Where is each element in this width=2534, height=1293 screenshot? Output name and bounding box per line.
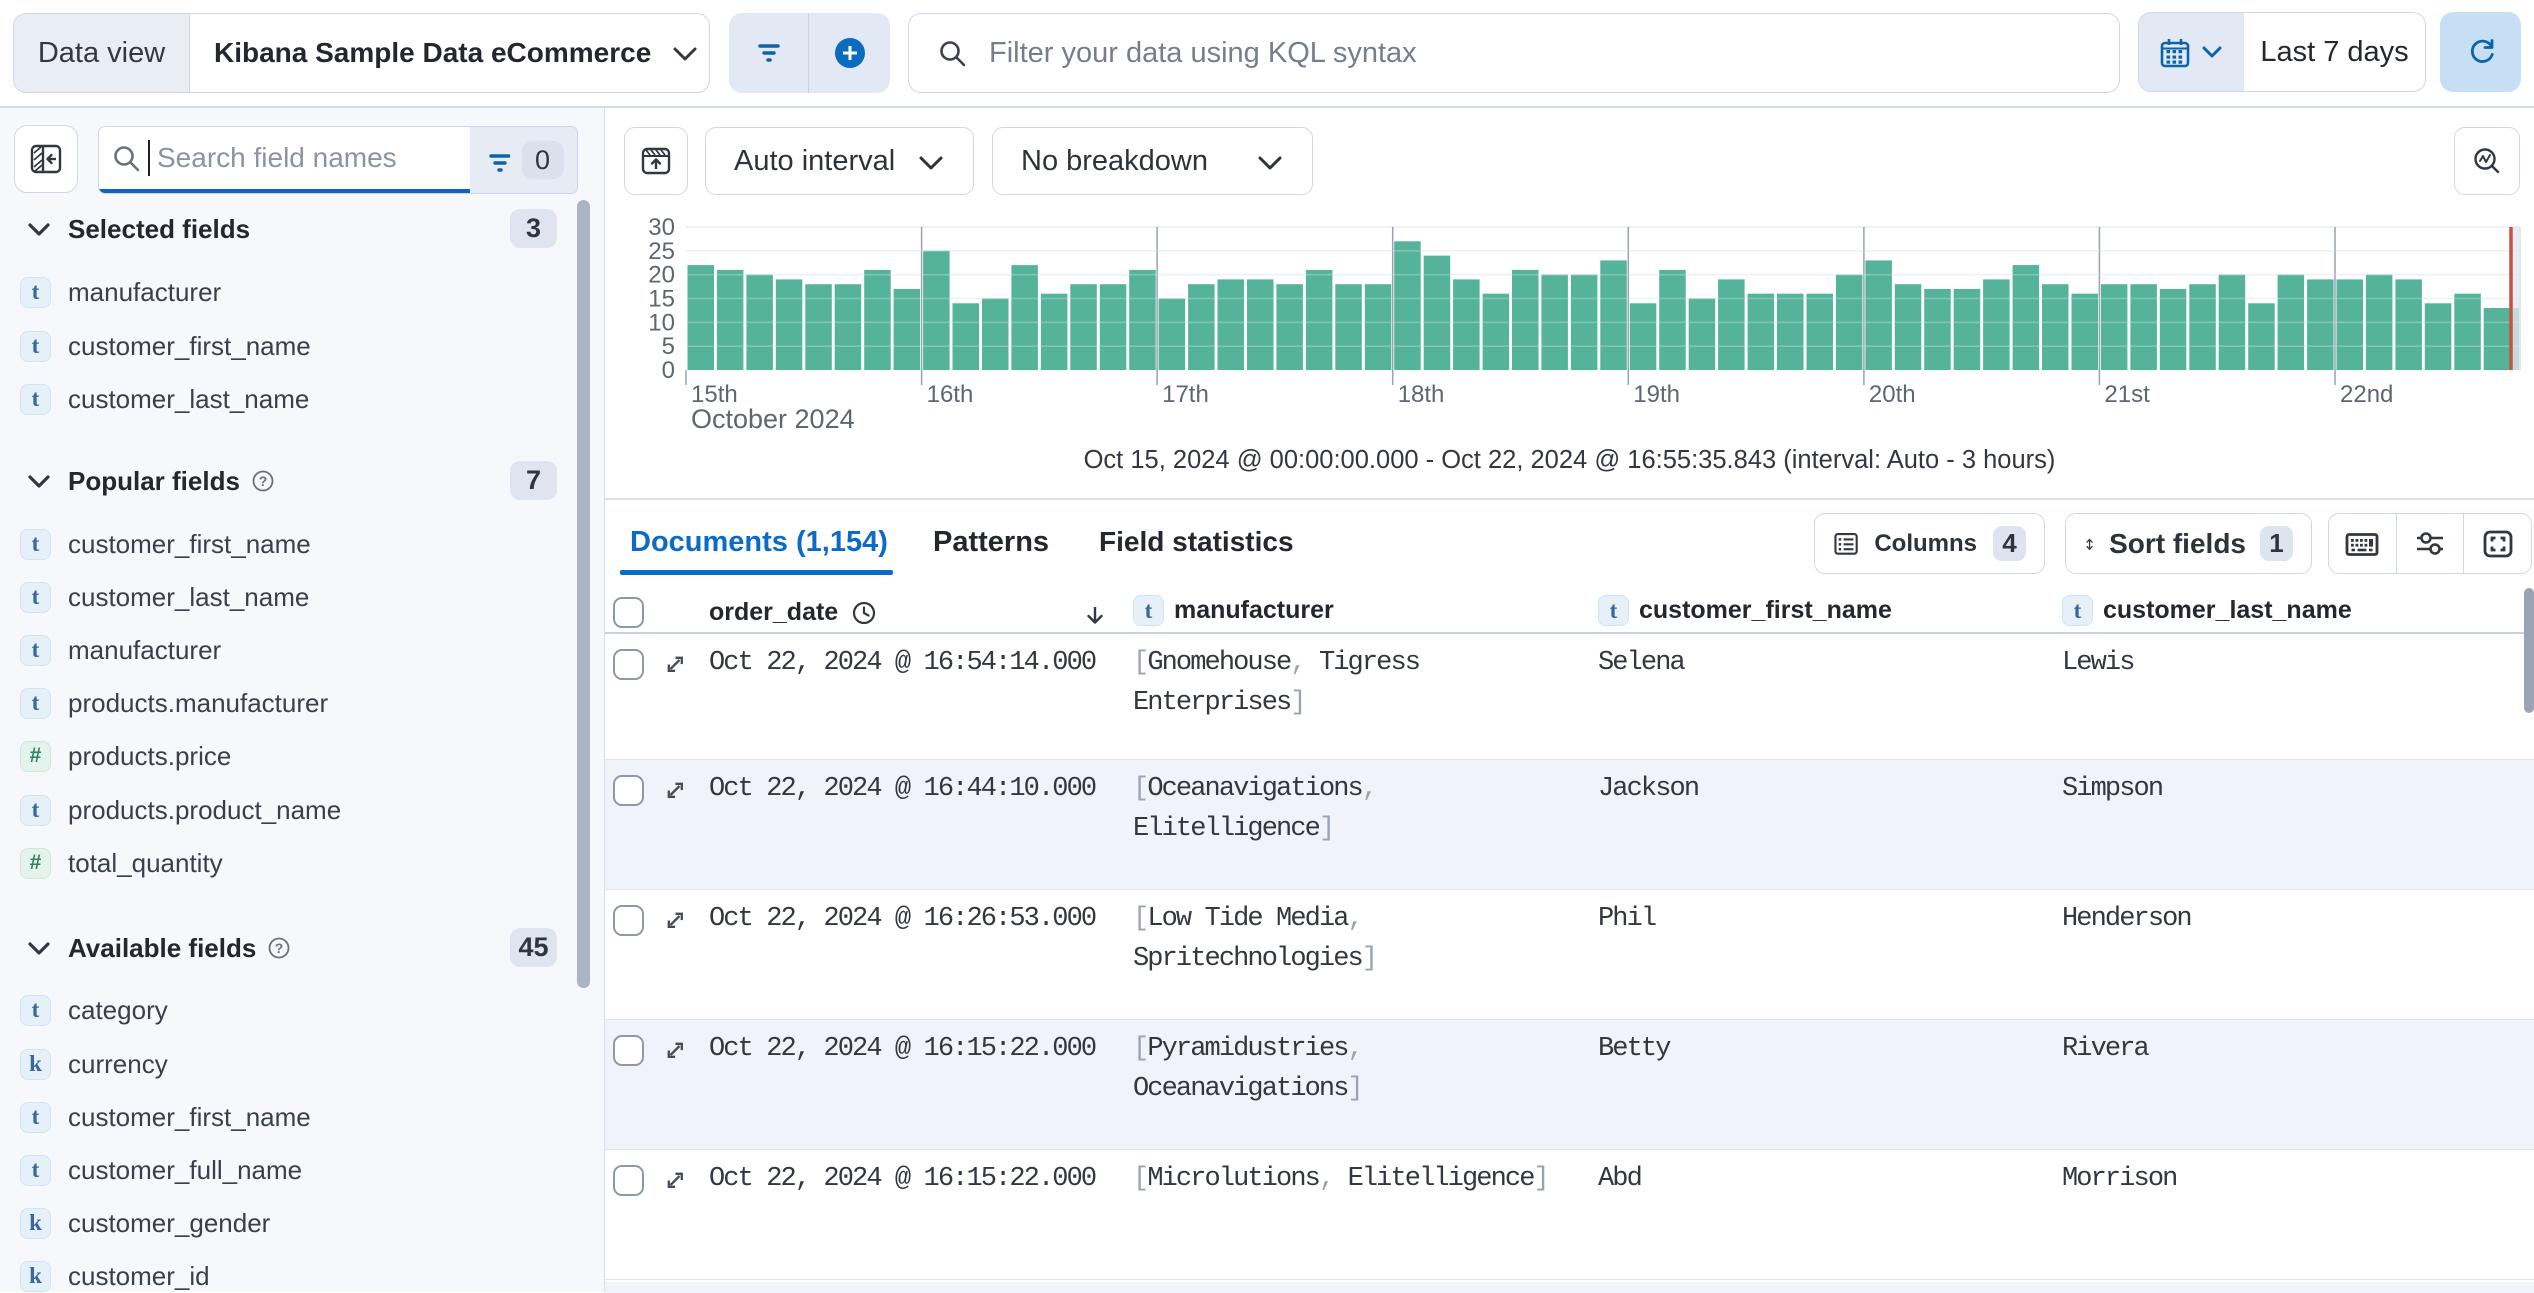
svg-text:20th: 20th	[1869, 381, 1916, 408]
svg-text:5: 5	[662, 333, 675, 360]
svg-text:0: 0	[662, 357, 675, 384]
svg-text:?: ?	[275, 940, 284, 956]
svg-text:25: 25	[648, 238, 675, 265]
svg-text:18th: 18th	[1398, 381, 1445, 408]
svg-text:10: 10	[648, 309, 675, 336]
svg-text:20: 20	[648, 262, 675, 289]
svg-text:22nd: 22nd	[2340, 381, 2393, 408]
svg-text:17th: 17th	[1162, 381, 1209, 408]
svg-text:October 2024: October 2024	[691, 404, 855, 430]
svg-text:?: ?	[259, 473, 268, 489]
svg-text:21st: 21st	[2104, 381, 2150, 408]
svg-text:30: 30	[648, 215, 675, 241]
svg-text:19th: 19th	[1633, 381, 1680, 408]
svg-text:15: 15	[648, 286, 675, 313]
svg-text:15th: 15th	[691, 381, 738, 408]
svg-text:16th: 16th	[927, 381, 974, 408]
